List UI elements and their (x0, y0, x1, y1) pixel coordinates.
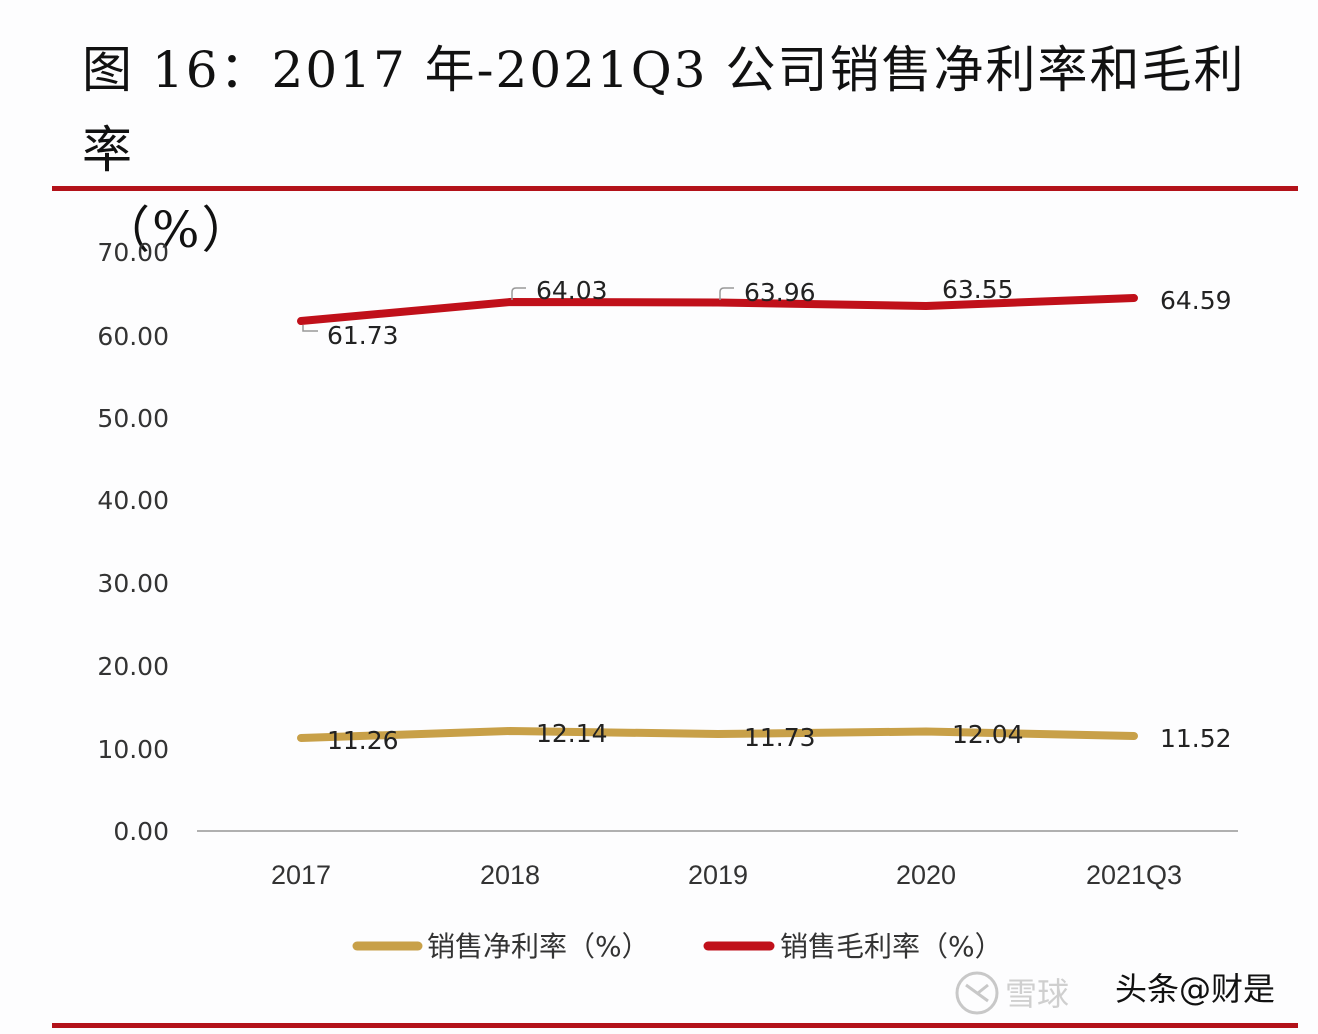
y-tick: 20.00 (97, 652, 169, 681)
net-margin-line (297, 727, 1138, 742)
x-tick: 2019 (688, 860, 748, 890)
legend-label-net: 销售净利率（%） (427, 930, 650, 963)
gross-data-labels: 61.73 64.03 63.96 63.55 64.59 (327, 275, 1232, 350)
y-tick: 30.00 (97, 569, 169, 598)
label-leaders (302, 287, 734, 332)
x-tick: 2018 (480, 860, 540, 890)
snowball-logo-icon (955, 971, 999, 1015)
data-label: 63.55 (942, 275, 1014, 304)
y-tick: 70.00 (97, 238, 169, 267)
data-label: 11.52 (1160, 724, 1232, 753)
data-label: 64.03 (536, 276, 608, 305)
title-line-1: 图 16：2017 年-2021Q3 公司销售净利率和毛利率 (82, 41, 1246, 179)
data-label: 12.14 (536, 719, 608, 748)
y-axis: 70.00 60.00 50.00 40.00 30.00 20.00 10.0… (97, 238, 169, 846)
y-tick: 10.00 (97, 735, 169, 764)
y-tick: 0.00 (113, 817, 169, 846)
x-tick: 2017 (271, 860, 331, 890)
snowball-logo-mark-icon (965, 983, 989, 1003)
x-axis: 2017 2018 2019 2020 2021Q3 (271, 860, 1182, 890)
legend: 销售净利率（%） 销售毛利率（%） (352, 930, 1003, 963)
gross-margin-line (297, 294, 1138, 325)
y-tick: 60.00 (97, 322, 169, 351)
legend-label-gross: 销售毛利率（%） (780, 930, 1003, 963)
x-tick: 2020 (896, 860, 956, 890)
data-label: 64.59 (1160, 286, 1232, 315)
top-divider (52, 186, 1298, 191)
data-label: 61.73 (327, 321, 399, 350)
watermark: 雪球 头条@财是 (955, 970, 1275, 1015)
data-label: 11.73 (744, 723, 816, 752)
data-label: 11.26 (327, 726, 399, 755)
watermark-snowball: 雪球 (1005, 975, 1069, 1013)
y-tick: 40.00 (97, 486, 169, 515)
bottom-divider (52, 1023, 1298, 1028)
net-data-labels: 11.26 12.14 11.73 12.04 11.52 (327, 719, 1232, 755)
watermark-toutiao: 头条@财是 (1115, 970, 1275, 1008)
x-tick: 2021Q3 (1086, 860, 1182, 890)
chart-title: 图 16：2017 年-2021Q3 公司销售净利率和毛利率 （%） (82, 30, 1292, 270)
data-label: 12.04 (952, 720, 1024, 749)
title-line-2: （%） (100, 201, 254, 259)
data-label: 63.96 (744, 278, 816, 307)
y-tick: 50.00 (97, 404, 169, 433)
